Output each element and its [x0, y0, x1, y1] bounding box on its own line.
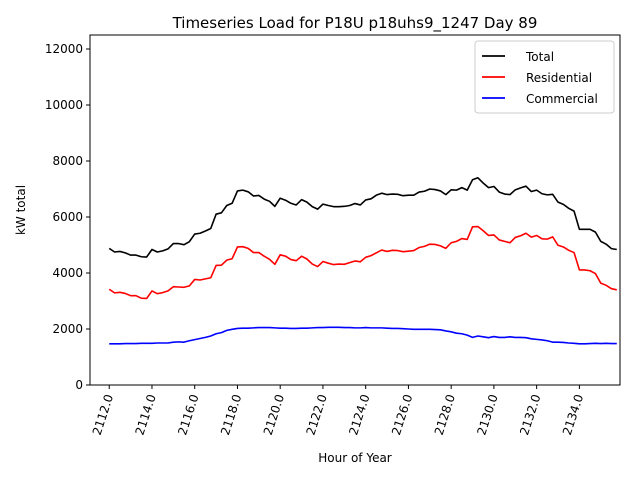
y-tick-label: 10000	[45, 98, 83, 112]
y-tick-label: 4000	[52, 266, 83, 280]
legend-label-total: Total	[525, 50, 554, 64]
legend-item-commercial: Commercial	[482, 92, 598, 106]
y-tick-label: 12000	[45, 42, 83, 56]
legend-box	[474, 40, 615, 114]
x-axis-label: Hour of Year	[318, 451, 392, 465]
series-line-residential	[108, 225, 617, 300]
legend-label-residential: Residential	[526, 71, 592, 85]
chart-title: Timeseries Load for P18U p18uhs9_1247 Da…	[172, 14, 538, 33]
y-tick-label: 0	[75, 378, 83, 392]
y-axis-label: kW total	[14, 185, 28, 235]
plot-frame	[89, 34, 621, 386]
y-tick-label: 2000	[52, 322, 83, 336]
series-lines	[108, 177, 617, 345]
legend-item-total: Total	[482, 50, 554, 64]
y-axis: 0 2000 4000 6000 8000 10000 12000	[45, 42, 90, 392]
legend-label-commercial: Commercial	[526, 92, 598, 106]
legend-item-residential: Residential	[482, 71, 592, 85]
series-line-commercial	[109, 326, 617, 345]
y-tick-label: 8000	[52, 154, 83, 168]
y-tick-label: 6000	[52, 210, 83, 224]
series-line-total	[108, 177, 617, 258]
legend: Total Residential Commercial	[474, 40, 615, 114]
